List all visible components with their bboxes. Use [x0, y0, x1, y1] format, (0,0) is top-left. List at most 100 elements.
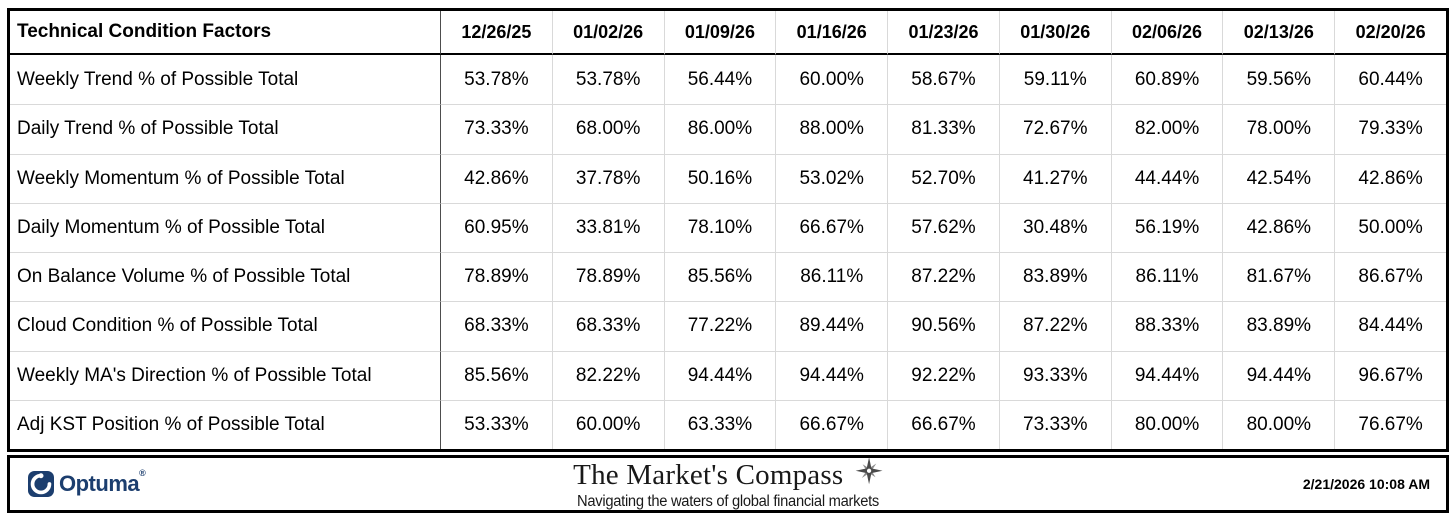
col-header-date: 02/20/26	[1334, 11, 1446, 55]
value-cell: 78.00%	[1222, 104, 1335, 154]
value-cell: 79.33%	[1334, 104, 1446, 154]
value-cell: 73.33%	[440, 104, 552, 154]
row-label: Weekly Momentum % of Possible Total	[10, 153, 440, 203]
value-cell: 66.67%	[775, 202, 888, 252]
value-cell: 85.56%	[663, 252, 776, 302]
value-cell: 89.44%	[775, 301, 888, 351]
row-label: Weekly Trend % of Possible Total	[17, 68, 299, 90]
value-cell: 87.22%	[998, 301, 1111, 351]
value-cell: 94.44%	[1110, 350, 1223, 400]
value-cell: 33.81%	[551, 202, 664, 252]
value-cell: 80.00%	[1222, 399, 1335, 449]
value-cell: 50.16%	[663, 153, 776, 203]
value-cell: 86.11%	[1110, 252, 1223, 302]
col-header-date: 02/13/26	[1222, 11, 1335, 55]
value-cell: 94.44%	[663, 350, 776, 400]
value-cell: 63.33%	[663, 399, 776, 449]
value-cell: 60.00%	[775, 55, 887, 105]
technical-condition-table: Technical Condition Factors 12/26/25 01/…	[7, 8, 1449, 452]
value-cell: 78.89%	[440, 252, 552, 302]
col-header-date: 01/23/26	[887, 11, 999, 55]
value-cell: 82.00%	[1110, 104, 1223, 154]
value-cell: 76.67%	[1334, 399, 1446, 449]
value-cell: 60.00%	[551, 399, 664, 449]
optuma-logo-text: Optuma®	[59, 467, 146, 496]
value-cell: 88.33%	[1110, 301, 1223, 351]
brand-title: The Market's Compass	[573, 458, 844, 491]
value-cell: 53.78%	[440, 55, 552, 105]
value-cell: 42.86%	[1222, 202, 1335, 252]
value-cell: 42.86%	[440, 153, 552, 203]
value-cell: 66.67%	[775, 399, 888, 449]
value-cell: 82.22%	[551, 350, 664, 400]
value-cell: 83.89%	[998, 252, 1111, 302]
value-cell: 60.44%	[1334, 55, 1446, 105]
value-cell: 68.33%	[551, 301, 664, 351]
value-cell: 84.44%	[1334, 301, 1446, 351]
value-cell: 72.67%	[998, 104, 1111, 154]
value-cell: 68.00%	[551, 104, 664, 154]
value-cell: 88.00%	[775, 104, 888, 154]
compass-rose-icon	[855, 457, 883, 489]
value-cell: 96.67%	[1334, 350, 1446, 400]
value-cell: 73.33%	[998, 399, 1111, 449]
value-cell: 59.56%	[1222, 55, 1334, 105]
value-cell: 94.44%	[775, 350, 888, 400]
value-cell: 41.27%	[998, 153, 1111, 203]
value-cell: 58.67%	[887, 55, 999, 105]
value-cell: 56.44%	[663, 55, 776, 105]
row-label: Weekly MA's Direction % of Possible Tota…	[10, 350, 440, 400]
value-cell: 52.70%	[887, 153, 999, 203]
timestamp: 2/21/2026 10:08 AM	[1302, 476, 1430, 492]
optuma-logo: Optuma®	[28, 467, 146, 497]
value-cell: 60.95%	[440, 202, 552, 252]
col-header-date: 01/30/26	[998, 11, 1111, 55]
col-header-date: 01/09/26	[663, 11, 776, 55]
value-cell: 90.56%	[887, 301, 999, 351]
row-label: Daily Trend % of Possible Total	[10, 104, 440, 153]
col-header-date: 02/06/26	[1110, 11, 1223, 55]
value-cell: 87.22%	[887, 252, 999, 302]
value-cell: 56.19%	[1110, 202, 1223, 252]
row-label: On Balance Volume % of Possible Total	[10, 252, 440, 301]
value-cell: 42.54%	[1222, 153, 1335, 203]
value-cell: 86.67%	[1334, 252, 1446, 302]
value-cell: 53.33%	[440, 399, 552, 449]
value-cell: 93.33%	[998, 350, 1111, 400]
value-cell: 83.89%	[1222, 301, 1335, 351]
trademark-mark: ®	[139, 467, 146, 478]
value-cell: 53.78%	[551, 55, 664, 105]
value-cell: 85.56%	[440, 350, 552, 400]
value-cell: 60.89%	[1110, 55, 1223, 105]
value-cell: 59.11%	[998, 55, 1111, 105]
value-cell: 92.22%	[887, 350, 999, 400]
table-title-cell: Technical Condition Factors	[10, 11, 440, 55]
value-cell: 80.00%	[1110, 399, 1223, 449]
value-cell: 78.89%	[551, 252, 664, 302]
value-cell: 30.48%	[998, 202, 1111, 252]
col-header-date: 01/02/26	[551, 11, 664, 55]
optuma-icon	[28, 471, 54, 497]
row-label: Cloud Condition % of Possible Total	[10, 301, 440, 350]
value-cell: 78.10%	[663, 202, 776, 252]
footer-bar: Optuma® The Market's Compass Navigating …	[7, 455, 1449, 513]
brand-tagline: Navigating the waters of global financia…	[577, 492, 879, 510]
value-cell: 37.78%	[551, 153, 664, 203]
value-cell: 42.86%	[1334, 153, 1446, 203]
row-label: Adj KST Position % of Possible Total	[10, 399, 440, 449]
value-cell: 44.44%	[1110, 153, 1223, 203]
value-cell: 57.62%	[887, 202, 999, 252]
col-header-date: 01/16/26	[775, 11, 888, 55]
value-cell: 53.02%	[775, 153, 888, 203]
value-cell: 77.22%	[663, 301, 776, 351]
value-cell: 81.67%	[1222, 252, 1335, 302]
row-label: Daily Momentum % of Possible Total	[10, 202, 440, 252]
value-cell: 50.00%	[1334, 202, 1446, 252]
value-cell: 94.44%	[1222, 350, 1335, 400]
value-cell: 68.33%	[440, 301, 552, 351]
col-header-date: 12/26/25	[440, 11, 552, 55]
value-cell: 86.00%	[663, 104, 776, 154]
value-cell: 66.67%	[887, 399, 999, 449]
value-cell: 81.33%	[887, 104, 999, 154]
